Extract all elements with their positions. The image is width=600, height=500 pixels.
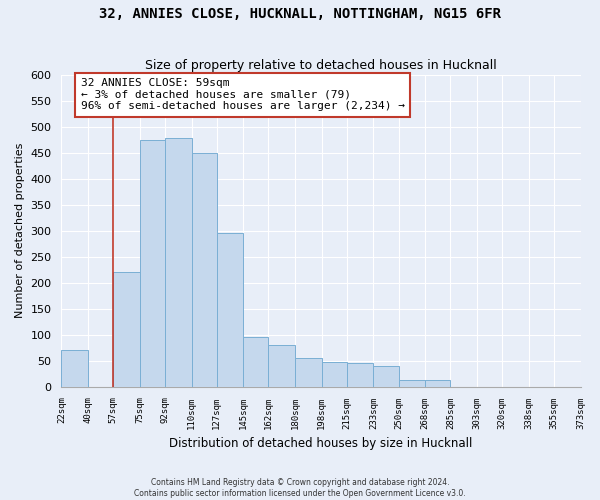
Y-axis label: Number of detached properties: Number of detached properties	[15, 143, 25, 318]
Bar	[244, 338, 268, 386]
Bar	[268, 345, 295, 387]
Bar	[398, 380, 425, 386]
Bar	[191, 152, 217, 386]
Bar	[61, 350, 88, 386]
Bar	[373, 366, 398, 386]
Bar	[165, 138, 191, 386]
Text: Contains HM Land Registry data © Crown copyright and database right 2024.
Contai: Contains HM Land Registry data © Crown c…	[134, 478, 466, 498]
Bar	[322, 362, 347, 386]
Bar	[295, 358, 322, 386]
Title: Size of property relative to detached houses in Hucknall: Size of property relative to detached ho…	[145, 59, 497, 72]
Text: 32, ANNIES CLOSE, HUCKNALL, NOTTINGHAM, NG15 6FR: 32, ANNIES CLOSE, HUCKNALL, NOTTINGHAM, …	[99, 8, 501, 22]
Bar	[217, 233, 244, 386]
Bar	[425, 380, 451, 386]
Bar	[347, 364, 373, 386]
Bar	[140, 140, 165, 386]
Bar	[113, 272, 140, 386]
Text: 32 ANNIES CLOSE: 59sqm
← 3% of detached houses are smaller (79)
96% of semi-deta: 32 ANNIES CLOSE: 59sqm ← 3% of detached …	[80, 78, 404, 112]
X-axis label: Distribution of detached houses by size in Hucknall: Distribution of detached houses by size …	[169, 437, 473, 450]
